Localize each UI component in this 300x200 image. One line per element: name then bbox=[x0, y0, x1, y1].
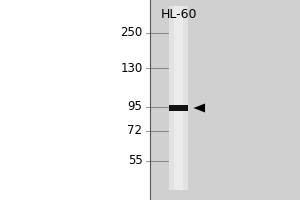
Bar bbox=[150, 0, 300, 200]
Bar bbox=[169, 105, 188, 111]
Text: HL-60: HL-60 bbox=[160, 8, 197, 21]
Polygon shape bbox=[194, 104, 205, 112]
Text: 250: 250 bbox=[120, 26, 142, 40]
Text: 95: 95 bbox=[128, 100, 142, 114]
Text: 72: 72 bbox=[128, 124, 142, 138]
Bar bbox=[174, 6, 183, 190]
Bar bbox=[169, 6, 188, 190]
Text: 55: 55 bbox=[128, 154, 142, 168]
Text: 130: 130 bbox=[120, 62, 142, 75]
